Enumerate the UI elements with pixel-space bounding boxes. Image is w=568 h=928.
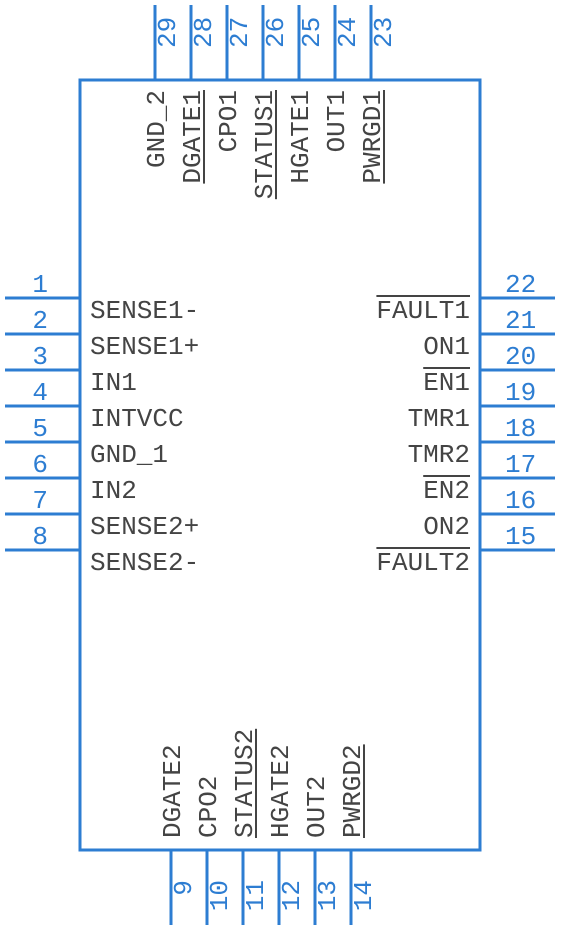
pin-number: 15 <box>505 522 536 552</box>
pin-number: 4 <box>32 378 48 408</box>
pin-number: 24 <box>333 17 363 48</box>
pin-label: OUT2 <box>302 776 332 838</box>
pin-label: FAULT1 <box>376 296 470 326</box>
pin-label: SENSE2- <box>90 548 199 578</box>
pin-label: EN2 <box>423 476 470 506</box>
pin-number: 14 <box>349 880 379 911</box>
pin-number: 5 <box>32 414 48 444</box>
pin-label: SENSE2+ <box>90 512 199 542</box>
pin-number: 11 <box>241 880 271 911</box>
pin-label: TMR2 <box>408 440 470 470</box>
pin-number: 6 <box>32 450 48 480</box>
pin-number: 17 <box>505 450 536 480</box>
pin-label: FAULT2 <box>376 548 470 578</box>
pin-number: 10 <box>205 880 235 911</box>
pin-label: IN1 <box>90 368 137 398</box>
pin-label: OUT1 <box>322 90 352 152</box>
pin-label: SENSE1+ <box>90 332 199 362</box>
pin-number: 20 <box>505 342 536 372</box>
pin-number: 21 <box>505 306 536 336</box>
pin-label: DGATE2 <box>158 744 188 838</box>
pin-label: HGATE2 <box>266 744 296 838</box>
pin-number: 27 <box>225 17 255 48</box>
pin-label: ON1 <box>423 332 470 362</box>
pin-label: SENSE1- <box>90 296 199 326</box>
pin-label: INTVCC <box>90 404 184 434</box>
pin-number: 9 <box>169 880 199 896</box>
pin-number: 7 <box>32 486 48 516</box>
pin-label: GND_1 <box>90 440 168 470</box>
pin-number: 29 <box>153 17 183 48</box>
pin-number: 8 <box>32 522 48 552</box>
pin-label: GND_2 <box>142 90 172 168</box>
pin-number: 25 <box>297 17 327 48</box>
pin-number: 22 <box>505 270 536 300</box>
pin-label: HGATE1 <box>286 90 316 184</box>
pin-number: 1 <box>32 270 48 300</box>
pin-number: 19 <box>505 378 536 408</box>
pin-number: 26 <box>261 17 291 48</box>
pin-label: CPO2 <box>194 776 224 838</box>
pin-number: 13 <box>313 880 343 911</box>
pin-number: 28 <box>189 17 219 48</box>
pin-number: 2 <box>32 306 48 336</box>
pin-number: 18 <box>505 414 536 444</box>
pin-label: TMR1 <box>408 404 470 434</box>
pin-number: 23 <box>369 17 399 48</box>
pin-number: 16 <box>505 486 536 516</box>
pin-label: EN1 <box>423 368 470 398</box>
pin-number: 3 <box>32 342 48 372</box>
pin-label: IN2 <box>90 476 137 506</box>
ic-pinout-diagram: 1 SENSE1- 2 SENSE1+ 3 IN1 4 INTVCC 5 GND_1 6 IN2 7 SE… <box>0 0 568 928</box>
pin-label: CPO1 <box>214 90 244 152</box>
pin-number: 12 <box>277 880 307 911</box>
pin-label: ON2 <box>423 512 470 542</box>
